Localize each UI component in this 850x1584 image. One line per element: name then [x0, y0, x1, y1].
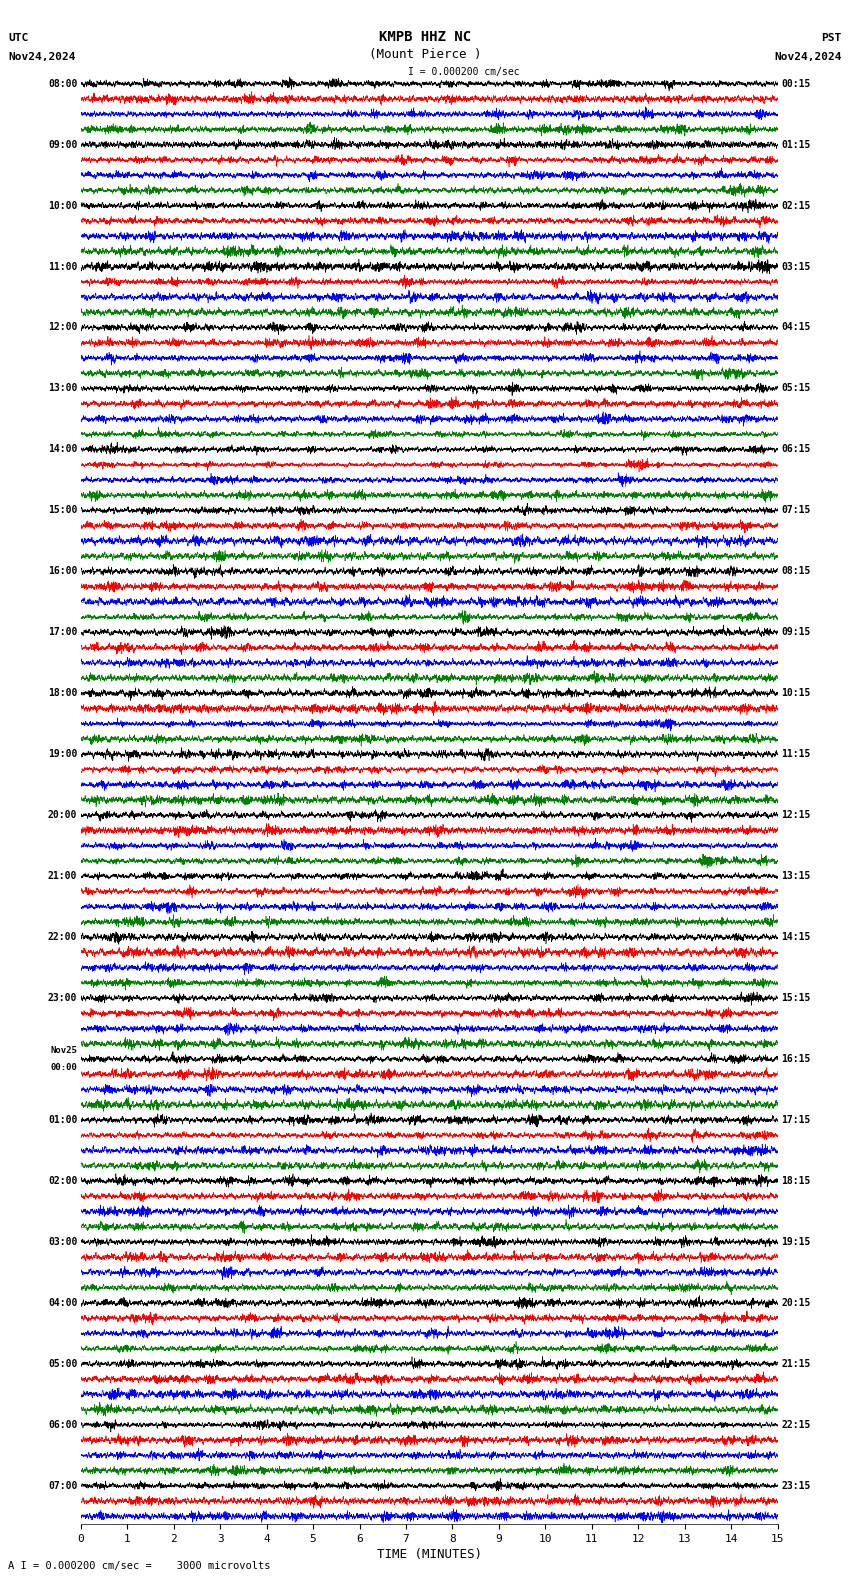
Text: 00:00: 00:00 — [50, 1063, 77, 1072]
Text: A I = 0.000200 cm/sec =    3000 microvolts: A I = 0.000200 cm/sec = 3000 microvolts — [8, 1562, 271, 1571]
Text: KMPB HHZ NC: KMPB HHZ NC — [379, 30, 471, 44]
Text: 01:00: 01:00 — [48, 1115, 77, 1125]
Text: 09:15: 09:15 — [781, 627, 811, 637]
Text: 11:15: 11:15 — [781, 749, 811, 759]
Text: 16:00: 16:00 — [48, 567, 77, 577]
Text: 20:15: 20:15 — [781, 1297, 811, 1308]
Text: 18:15: 18:15 — [781, 1175, 811, 1186]
Text: 07:15: 07:15 — [781, 505, 811, 515]
Text: 16:15: 16:15 — [781, 1053, 811, 1064]
Text: 18:00: 18:00 — [48, 687, 77, 699]
Text: 03:00: 03:00 — [48, 1237, 77, 1247]
Text: 14:00: 14:00 — [48, 445, 77, 455]
Text: 19:15: 19:15 — [781, 1237, 811, 1247]
Text: Nov24,2024: Nov24,2024 — [774, 52, 842, 62]
Text: 15:15: 15:15 — [781, 993, 811, 1003]
Text: I = 0.000200 cm/sec: I = 0.000200 cm/sec — [408, 67, 519, 76]
Text: 12:15: 12:15 — [781, 809, 811, 821]
Text: 22:00: 22:00 — [48, 931, 77, 942]
Text: 02:00: 02:00 — [48, 1175, 77, 1186]
Text: 15:00: 15:00 — [48, 505, 77, 515]
Text: 04:15: 04:15 — [781, 323, 811, 333]
Text: 13:00: 13:00 — [48, 383, 77, 393]
X-axis label: TIME (MINUTES): TIME (MINUTES) — [377, 1548, 482, 1560]
Text: 07:00: 07:00 — [48, 1481, 77, 1491]
Text: 02:15: 02:15 — [781, 201, 811, 211]
Text: 06:15: 06:15 — [781, 445, 811, 455]
Text: 14:15: 14:15 — [781, 931, 811, 942]
Text: 23:00: 23:00 — [48, 993, 77, 1003]
Text: Nov25: Nov25 — [50, 1045, 77, 1055]
Text: 17:15: 17:15 — [781, 1115, 811, 1125]
Text: 11:00: 11:00 — [48, 261, 77, 271]
Text: 21:00: 21:00 — [48, 871, 77, 881]
Text: 05:00: 05:00 — [48, 1359, 77, 1369]
Text: 12:00: 12:00 — [48, 323, 77, 333]
Text: 10:00: 10:00 — [48, 201, 77, 211]
Text: (Mount Pierce ): (Mount Pierce ) — [369, 48, 481, 60]
Text: Nov24,2024: Nov24,2024 — [8, 52, 76, 62]
Text: 04:00: 04:00 — [48, 1297, 77, 1308]
Text: 03:15: 03:15 — [781, 261, 811, 271]
Text: 21:15: 21:15 — [781, 1359, 811, 1369]
Text: 00:15: 00:15 — [781, 79, 811, 89]
Text: 17:00: 17:00 — [48, 627, 77, 637]
Text: 22:15: 22:15 — [781, 1419, 811, 1430]
Text: 08:15: 08:15 — [781, 567, 811, 577]
Text: 23:15: 23:15 — [781, 1481, 811, 1491]
Text: 19:00: 19:00 — [48, 749, 77, 759]
Text: 13:15: 13:15 — [781, 871, 811, 881]
Text: UTC: UTC — [8, 33, 29, 43]
Text: 08:00: 08:00 — [48, 79, 77, 89]
Text: 20:00: 20:00 — [48, 809, 77, 821]
Text: PST: PST — [821, 33, 842, 43]
Text: 09:00: 09:00 — [48, 139, 77, 149]
Text: 06:00: 06:00 — [48, 1419, 77, 1430]
Text: 10:15: 10:15 — [781, 687, 811, 699]
Text: 05:15: 05:15 — [781, 383, 811, 393]
Text: 01:15: 01:15 — [781, 139, 811, 149]
